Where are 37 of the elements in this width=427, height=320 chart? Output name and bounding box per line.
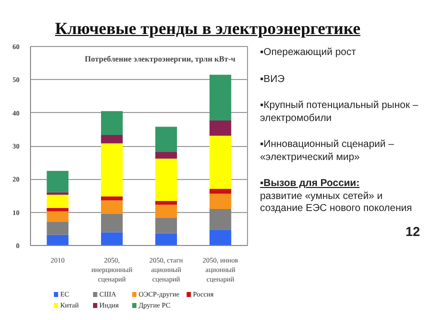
bar	[155, 218, 177, 234]
chart-title: Ключевые тренды в электроэнергетике	[54, 18, 360, 40]
bar	[210, 120, 232, 136]
bar	[46, 170, 68, 192]
text: ▪Инновационный сценарий – «электрический мир»	[260, 139, 395, 164]
text: ▪Опережающий рост	[260, 47, 357, 60]
bar	[210, 188, 232, 194]
bar	[46, 211, 68, 222]
text: ▪ВИЭ	[260, 74, 286, 86]
bar	[46, 194, 68, 208]
bar	[46, 234, 68, 246]
bar	[155, 233, 177, 246]
bar	[101, 143, 123, 196]
bar	[210, 194, 232, 210]
text: Потребление электроэнергии, трлн кВт-ч	[84, 54, 236, 64]
bar	[210, 230, 232, 246]
bar	[155, 126, 177, 152]
bar	[155, 201, 177, 205]
bar	[46, 192, 68, 195]
bar	[101, 214, 123, 232]
bar	[210, 74, 232, 120]
text: ▪Крупный потенциальный рынок – электромобили	[260, 100, 420, 125]
bar	[46, 208, 68, 212]
bar	[101, 196, 123, 200]
bar	[101, 200, 123, 214]
bar	[210, 136, 232, 189]
bar	[46, 222, 68, 235]
bar	[155, 152, 177, 159]
text: развитие «умных сетей» и создание ЕЭС нового поколения	[260, 190, 413, 216]
bar	[101, 111, 123, 136]
text: ▪Вызов для России:	[260, 178, 361, 190]
bar	[155, 204, 177, 218]
bar	[210, 209, 232, 230]
bar	[101, 232, 123, 246]
bar	[155, 158, 177, 202]
text: 12	[404, 224, 420, 240]
bar	[101, 135, 123, 144]
